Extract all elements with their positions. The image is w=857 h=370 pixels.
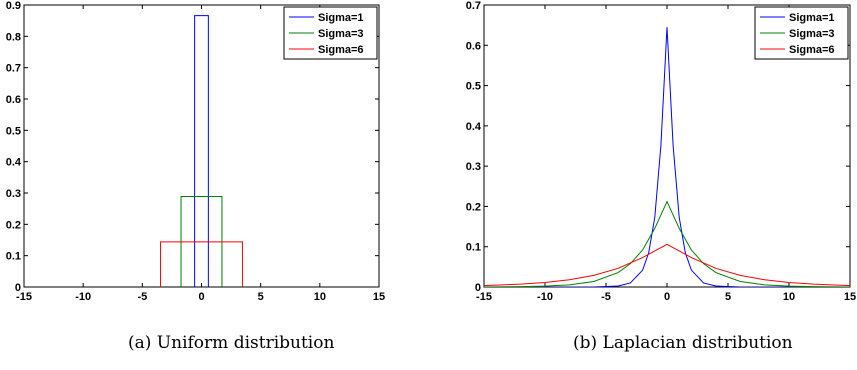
y-tick-label: 0.5 — [6, 125, 21, 137]
x-tick-label: 10 — [783, 291, 795, 303]
x-tick-label: 5 — [725, 291, 731, 303]
legend-entry: Sigma=3 — [318, 28, 364, 40]
series-line-sigma-6 — [484, 243, 850, 287]
x-tick-label: -5 — [137, 291, 147, 303]
x-tick-label: 5 — [258, 291, 264, 303]
chart-0: -15 -10 -5 0 5 10 15 0 0.1 0.2 0.3 0.4 0.5 0.6 0.7 0.8 0… — [6, 0, 385, 303]
y-tick-label: 0.7 — [6, 63, 21, 75]
x-tick-label: 15 — [844, 291, 856, 303]
y-tick-label: 0.2 — [6, 219, 21, 231]
legend: Sigma=1 Sigma=3 Sigma=6 — [754, 6, 849, 60]
series-line-sigma-3 — [484, 200, 850, 287]
y-tick-label: 0.1 — [6, 251, 21, 263]
legend-entry: Sigma=6 — [318, 44, 364, 56]
series-line-sigma-1 — [484, 27, 850, 287]
figure-canvas: -15 -10 -5 0 5 10 15 0 0.1 0.2 0.3 0.4 0.5 0.6 0.7 0.8 0… — [6, 0, 856, 303]
chart-1: -15 -10 -5 0 5 10 15 0 0.1 0.2 0.3 0.4 0.5 0.6 0.7 Sigm… — [466, 0, 856, 303]
y-tick-label: 0 — [15, 282, 21, 294]
series-line-sigma-1 — [194, 15, 209, 287]
y-tick-label: 0.1 — [466, 242, 481, 254]
x-tick-label: 0 — [198, 291, 204, 303]
x-tick-label: 10 — [314, 291, 326, 303]
caption-uniform: (a) Uniform distribution — [128, 333, 335, 353]
x-tick-label: -15 — [476, 291, 492, 303]
y-tick-label: 0.6 — [6, 94, 21, 106]
x-tick-label: -15 — [16, 291, 32, 303]
y-tick-label: 0.2 — [466, 201, 481, 213]
legend-entry: Sigma=1 — [789, 12, 835, 24]
legend-entry: Sigma=3 — [789, 28, 835, 40]
y-tick-label: 0.3 — [466, 161, 481, 173]
legend: Sigma=1 Sigma=3 Sigma=6 — [283, 6, 378, 60]
y-tick-label: 0.8 — [6, 31, 21, 43]
caption-laplacian: (b) Laplacian distribution — [573, 333, 793, 353]
y-tick-label: 0.6 — [466, 40, 481, 52]
y-tick-label: 0.4 — [6, 157, 22, 169]
y-tick-label: 0.4 — [466, 121, 482, 133]
x-tick-label: 15 — [373, 291, 385, 303]
x-tick-label: -5 — [601, 291, 611, 303]
legend-entry: Sigma=1 — [318, 12, 364, 24]
y-tick-label: 0.9 — [6, 0, 21, 12]
series-line-sigma-6 — [160, 241, 243, 287]
y-tick-label: 0.5 — [466, 81, 481, 93]
y-tick-label: 0.7 — [466, 0, 481, 12]
y-tick-label: 0 — [475, 282, 481, 294]
x-tick-label: 0 — [664, 291, 670, 303]
y-tick-label: 0.3 — [6, 188, 21, 200]
x-tick-label: -10 — [537, 291, 553, 303]
x-tick-label: -10 — [75, 291, 91, 303]
legend-entry: Sigma=6 — [789, 44, 835, 56]
